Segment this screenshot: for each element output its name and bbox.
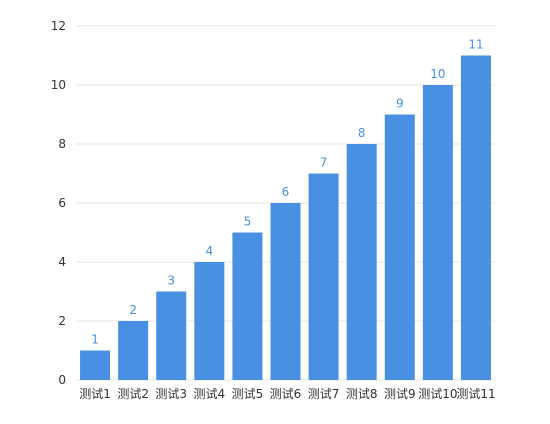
y-tick-label: 10 — [51, 78, 66, 92]
y-tick-label: 6 — [58, 196, 66, 210]
bar-value-label: 4 — [205, 244, 213, 258]
x-tick-label: 测试9 — [384, 386, 416, 401]
bar-value-label: 7 — [320, 156, 328, 170]
bar — [80, 350, 111, 380]
bar-value-label: 1 — [91, 333, 99, 347]
bar-value-label: 3 — [167, 274, 175, 288]
bar — [384, 114, 415, 380]
bar — [194, 262, 225, 380]
x-tick-label: 测试1 — [79, 386, 111, 401]
bar — [270, 203, 301, 380]
x-tick-label: 测试2 — [117, 386, 149, 401]
y-axis-tick-labels: 0 2 4 6 8 10 12 — [51, 19, 66, 387]
bar-value-labels: 1 2 3 4 5 6 7 8 9 10 11 — [91, 38, 483, 347]
bar-value-label: 2 — [129, 303, 137, 317]
bar-value-label: 6 — [282, 185, 290, 199]
bar-value-label: 11 — [468, 38, 483, 52]
x-tick-label: 测试6 — [270, 386, 302, 401]
x-tick-label: 测试7 — [308, 386, 340, 401]
bar — [422, 85, 453, 380]
bar — [156, 291, 187, 380]
bar-value-label: 5 — [244, 215, 252, 229]
bar-value-label: 9 — [396, 97, 404, 111]
bars — [80, 55, 491, 380]
bar — [346, 144, 377, 380]
x-tick-label: 测试8 — [346, 386, 378, 401]
x-tick-label: 测试5 — [232, 386, 264, 401]
y-tick-label: 0 — [58, 373, 66, 387]
bar-value-label: 8 — [358, 126, 366, 140]
bar — [118, 321, 149, 380]
x-tick-label: 测试3 — [155, 386, 187, 401]
bar-value-label: 10 — [430, 67, 445, 81]
x-tick-label: 测试11 — [456, 386, 495, 401]
y-tick-label: 8 — [58, 137, 66, 151]
x-tick-label: 测试4 — [193, 386, 225, 401]
bar — [232, 232, 263, 380]
x-tick-label: 测试10 — [418, 386, 457, 401]
bar — [460, 55, 491, 380]
y-tick-label: 2 — [58, 314, 66, 328]
bar — [308, 173, 339, 380]
y-tick-label: 12 — [51, 19, 66, 33]
y-tick-label: 4 — [58, 255, 66, 269]
